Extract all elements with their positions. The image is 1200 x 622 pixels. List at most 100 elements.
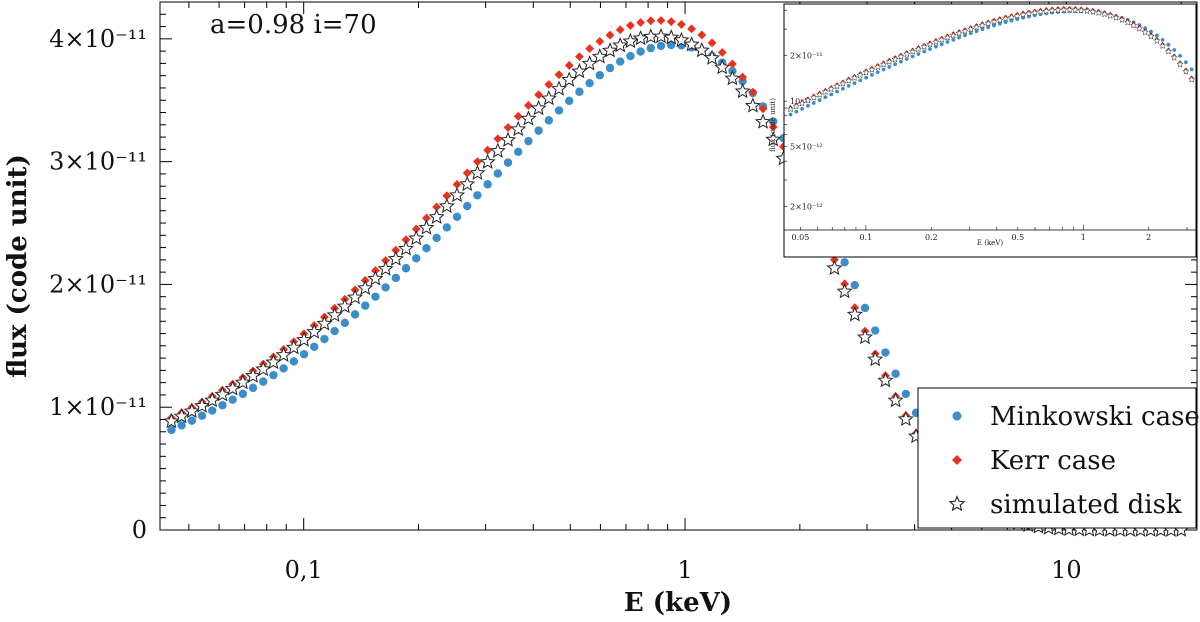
main-simulated-point bbox=[561, 71, 578, 87]
main-kerr-point bbox=[493, 134, 503, 144]
x-tick-label: 10 bbox=[1051, 556, 1082, 584]
y-axis-title: flux (code unit) bbox=[3, 154, 33, 378]
main-kerr-point bbox=[626, 21, 635, 30]
inset-simulated-point bbox=[996, 16, 1004, 24]
inset-x-tick-label: 0.2 bbox=[925, 233, 938, 242]
inset-minkowski-point bbox=[951, 37, 956, 42]
main-kerr-point bbox=[595, 36, 605, 46]
main-simulated-point bbox=[510, 120, 527, 137]
inset-data-points bbox=[786, 5, 1196, 117]
inset-simulated-point bbox=[932, 38, 940, 46]
main-minkowski-point bbox=[463, 201, 472, 211]
inset-simulated-point bbox=[804, 96, 812, 104]
main-kerr-point bbox=[544, 80, 554, 89]
main-kerr-point bbox=[636, 18, 646, 27]
main-simulated-point bbox=[214, 386, 231, 402]
main-minkowski-point bbox=[177, 421, 186, 430]
inset-simulated-point bbox=[1054, 6, 1062, 14]
inset-minkowski-point bbox=[811, 101, 816, 105]
main-simulated-point bbox=[275, 346, 292, 362]
main-simulated-point bbox=[489, 142, 506, 158]
inset-minkowski-point bbox=[974, 29, 979, 34]
inset-simulated-point bbox=[961, 27, 969, 35]
main-simulated-point bbox=[550, 80, 568, 96]
inset-minkowski-point bbox=[992, 23, 996, 28]
inset-simulated-point bbox=[1182, 67, 1190, 75]
main-kerr-point bbox=[442, 191, 452, 201]
main-minkowski-point bbox=[218, 401, 227, 410]
inset-y-tick-label: 10⁻¹¹ bbox=[790, 97, 811, 106]
inset-simulated-point bbox=[1147, 32, 1155, 40]
inset-simulated-point bbox=[943, 33, 952, 41]
inset-simulated-point bbox=[810, 93, 818, 101]
main-simulated-point bbox=[183, 402, 200, 419]
inset-minkowski-point bbox=[1178, 53, 1182, 58]
main-simulated-point bbox=[357, 279, 374, 296]
inset-background bbox=[783, 3, 1197, 258]
main-simulated-point bbox=[448, 186, 466, 203]
y-tick-label: 2×10⁻¹¹ bbox=[49, 270, 147, 298]
inset-simulated-point bbox=[786, 105, 795, 113]
inset-simulated-point bbox=[1036, 7, 1045, 15]
main-simulated-point bbox=[856, 328, 874, 345]
main-kerr-point bbox=[830, 255, 839, 265]
inset-simulated-point bbox=[792, 102, 801, 110]
inset-minkowski-point bbox=[968, 31, 973, 36]
main-simulated-point bbox=[245, 367, 262, 383]
inset-simulated-point bbox=[1164, 47, 1173, 55]
inset-simulated-point bbox=[949, 31, 957, 39]
inset-minkowski-point bbox=[1183, 60, 1188, 65]
main-minkowski-point bbox=[554, 106, 564, 115]
inset-simulated-point bbox=[1158, 42, 1167, 50]
main-minkowski-point bbox=[656, 41, 666, 51]
inset-axis-ticks: 0.05 0.1 0.2 0.5 1 2 2×10⁻¹² 5×10⁻¹² 10⁻¹¹ 2×10⁻¹… bbox=[784, 9, 1196, 242]
inset-simulated-point bbox=[1031, 8, 1039, 16]
main-simulated-point bbox=[571, 63, 588, 79]
main-minkowski-point bbox=[860, 303, 870, 313]
main-simulated-point bbox=[826, 259, 843, 276]
main-simulated-point bbox=[234, 374, 251, 390]
inset-minkowski-point bbox=[794, 109, 799, 114]
main-minkowski-point bbox=[524, 136, 533, 146]
inset-simulated-point bbox=[1025, 9, 1033, 17]
inset-simulated-point bbox=[798, 99, 806, 107]
inset-simulated-point bbox=[862, 68, 870, 76]
main-simulated-point bbox=[194, 397, 211, 413]
inset-minkowski-point bbox=[899, 59, 903, 64]
main-simulated-point bbox=[540, 90, 557, 106]
y-tick-label: 0 bbox=[132, 516, 147, 544]
main-kerr-point bbox=[666, 17, 676, 27]
main-simulated-point bbox=[520, 110, 537, 126]
inset-simulated-point bbox=[914, 45, 923, 53]
inset-minkowski-point bbox=[870, 72, 874, 77]
main-simulated-point bbox=[877, 372, 894, 388]
main-minkowski-point bbox=[248, 383, 258, 393]
main-minkowski-point bbox=[636, 47, 645, 56]
inset-simulated-point bbox=[1176, 60, 1184, 68]
inset-simulated-point bbox=[839, 79, 847, 87]
main-minkowski-point bbox=[371, 292, 380, 301]
inset-minkowski-point bbox=[835, 89, 839, 94]
main-minkowski-point bbox=[503, 158, 513, 167]
main-minkowski-point bbox=[534, 126, 543, 135]
main-kerr-point bbox=[554, 70, 564, 80]
main-minkowski-point bbox=[422, 244, 431, 253]
main-simulated-point bbox=[306, 323, 323, 339]
inset-simulated-point bbox=[903, 50, 911, 58]
main-simulated-point bbox=[581, 55, 598, 71]
main-minkowski-point bbox=[891, 369, 900, 378]
inset-simulated-point bbox=[1129, 21, 1138, 29]
main-simulated-point bbox=[336, 298, 353, 314]
main-simulated-point bbox=[724, 70, 741, 86]
main-minkowski-point bbox=[432, 233, 441, 243]
inset-simulated-point bbox=[874, 63, 882, 71]
main-simulated-point bbox=[397, 240, 415, 256]
main-minkowski-point bbox=[493, 169, 503, 178]
inset-simulated-point bbox=[1083, 7, 1091, 15]
main-minkowski-point bbox=[167, 425, 176, 435]
main-minkowski-point bbox=[330, 326, 339, 336]
inset-simulated-point bbox=[1100, 10, 1109, 18]
legend-kerr-marker bbox=[952, 455, 962, 465]
x-tick-label: 0,1 bbox=[285, 556, 323, 584]
inset-simulated-point bbox=[833, 82, 841, 90]
